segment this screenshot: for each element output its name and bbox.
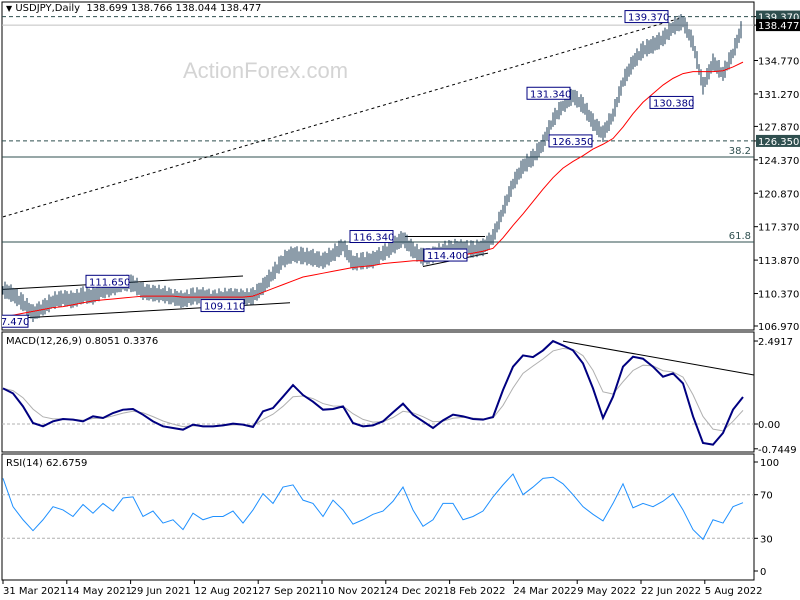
rsi-line bbox=[2, 473, 744, 541]
y-tick-label: 139.370 bbox=[758, 13, 799, 24]
price-label-box bbox=[526, 86, 571, 100]
price-label-box bbox=[548, 134, 593, 148]
x-tick-label: 14 May 2021 bbox=[67, 586, 132, 597]
price-label-box bbox=[85, 274, 130, 288]
x-tick-label: 31 Mar 2021 bbox=[3, 586, 66, 597]
rsi-tick-label: 30 bbox=[760, 534, 773, 545]
rsi-title: RSI(14) 62.6759 bbox=[6, 458, 88, 469]
price-label-box bbox=[2, 314, 29, 328]
x-tick-label: 22 Jun 2022 bbox=[641, 586, 701, 597]
y-tick-label: 120.870 bbox=[758, 189, 799, 200]
fib-label: 38.2 bbox=[729, 146, 751, 157]
price-label-box bbox=[200, 299, 245, 313]
x-tick-label: 27 Sep 2021 bbox=[258, 586, 321, 597]
macd-tick-label: 2.4917 bbox=[758, 337, 793, 348]
rsi-tick-label: 0 bbox=[760, 567, 766, 578]
y-tick-label: 127.870 bbox=[758, 122, 799, 133]
price-label: 109.110 bbox=[204, 302, 245, 313]
price-panel bbox=[1, 1, 755, 331]
x-tick-label: 8 Feb 2022 bbox=[450, 586, 506, 597]
price-label-box bbox=[349, 230, 394, 244]
price-label: 130.380 bbox=[653, 98, 694, 109]
y-tick-label: 117.370 bbox=[758, 223, 799, 234]
y-tick-label: 134.770 bbox=[758, 57, 799, 68]
macd-line bbox=[2, 339, 744, 446]
price-label: 131.340 bbox=[530, 89, 571, 100]
moving-average-line bbox=[2, 61, 744, 318]
price-label-box bbox=[649, 95, 694, 109]
rsi-tick-label: 70 bbox=[760, 491, 773, 502]
watermark: ActionForex.com bbox=[183, 58, 349, 83]
macd-signal-line bbox=[2, 347, 744, 432]
y-tick-label: 126.350 bbox=[758, 137, 799, 148]
price-label: 107.470 bbox=[0, 317, 29, 328]
macd-tick-label: 0.00 bbox=[758, 420, 780, 431]
price-label: 114.400 bbox=[427, 251, 468, 262]
price-label: 111.650 bbox=[89, 277, 130, 288]
y-tick-label: 106.970 bbox=[758, 322, 799, 333]
y-tick-label: 113.870 bbox=[758, 256, 799, 267]
x-tick-label: 24 Dec 2021 bbox=[386, 586, 450, 597]
y-tick-label: 110.370 bbox=[758, 290, 799, 301]
x-tick-label: 9 May 2022 bbox=[577, 586, 636, 597]
macd-tick-label: -0.7449 bbox=[758, 445, 797, 456]
rsi-panel bbox=[1, 453, 755, 581]
fib-label: 61.8 bbox=[729, 231, 751, 242]
trendline bbox=[2, 17, 681, 218]
macd-panel bbox=[1, 331, 755, 453]
axis-price-box bbox=[756, 134, 800, 147]
x-tick-label: 29 Jun 2021 bbox=[131, 586, 191, 597]
ohlc-readout: 138.699 138.766 138.044 138.477 bbox=[86, 3, 262, 14]
x-tick-label: 10 Nov 2021 bbox=[322, 586, 386, 597]
x-tick-label: 24 Mar 2022 bbox=[513, 586, 576, 597]
chart-title: ▼ USDJPY,Daily 138.699 138.766 138.044 1… bbox=[6, 3, 261, 14]
y-tick-label: 138.477 bbox=[758, 21, 799, 32]
x-tick-label: 5 Aug 2022 bbox=[705, 586, 763, 597]
macd-title: MACD(12,26,9) 0.8051 0.3376 bbox=[6, 336, 159, 347]
symbol-label: USDJPY,Daily bbox=[15, 3, 81, 14]
price-label: 139.370 bbox=[628, 13, 669, 24]
rsi-tick-label: 100 bbox=[760, 458, 779, 469]
price-label-box bbox=[624, 10, 669, 24]
collapse-triangle-icon[interactable]: ▼ bbox=[6, 4, 13, 13]
y-tick-label: 124.370 bbox=[758, 156, 799, 167]
price-plot: 139.370 131.340 126.350 130.380 116.340 114.4… bbox=[0, 10, 754, 328]
price-label: 126.350 bbox=[552, 137, 593, 148]
price-label-box bbox=[423, 248, 468, 262]
y-tick-label: 131.270 bbox=[758, 90, 799, 101]
macd-trendline bbox=[562, 340, 755, 376]
price-label: 116.340 bbox=[353, 233, 394, 244]
axis-price-box bbox=[756, 19, 800, 32]
x-tick-label: 12 Aug 2021 bbox=[194, 586, 258, 597]
